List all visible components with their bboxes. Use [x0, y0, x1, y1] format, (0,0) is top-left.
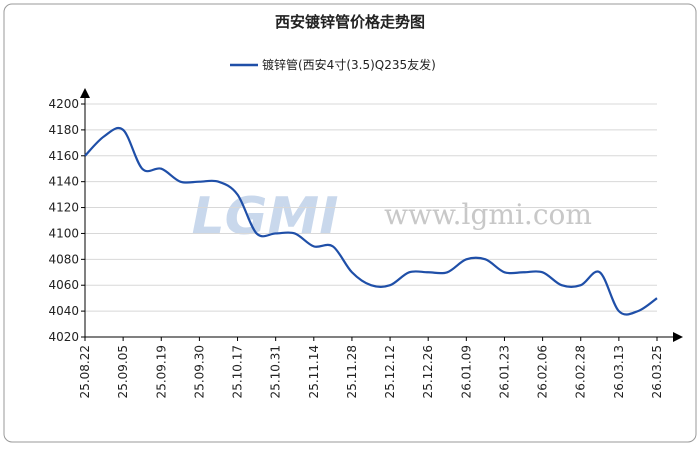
x-tick-label: 25.12.26	[421, 345, 435, 398]
x-tick-label: 25.10.31	[269, 345, 283, 398]
x-tick-label: 26.03.13	[612, 345, 626, 398]
y-tick-label: 4120	[48, 201, 79, 215]
x-tick-label: 25.11.14	[307, 345, 321, 398]
y-tick-label: 4180	[48, 123, 79, 137]
y-tick-label: 4040	[48, 304, 79, 318]
logo: LGMI	[192, 187, 339, 247]
line-series	[84, 126, 658, 316]
x-tick-label: 26.02.06	[536, 345, 550, 398]
y-tick-label: 4140	[48, 175, 79, 189]
x-tick-label: 26.01.09	[459, 345, 473, 398]
chart-title: 西安镀锌管价格走势图	[275, 13, 425, 31]
x-tick-label: 26.03.25	[650, 345, 664, 398]
y-tick-label: 4200	[48, 97, 79, 111]
x-tick-label: 25.10.17	[231, 345, 245, 398]
x-tick-label: 25.08.22	[78, 345, 92, 398]
x-tick-label: 25.09.30	[192, 345, 206, 398]
legend-label: 镀锌管(西安4寸(3.5)Q235友发)	[262, 57, 436, 72]
y-tick-label: 4160	[48, 149, 79, 163]
frame	[3, 3, 697, 443]
y-tick-label: 4080	[48, 252, 79, 266]
y-axis-arrow	[80, 88, 90, 98]
x-tick-label: 25.12.12	[383, 345, 397, 398]
x-tick-label: 26.02.28	[574, 345, 588, 398]
x-tick-label: 26.01.23	[497, 345, 511, 398]
x-tick-label: 25.11.28	[345, 345, 359, 398]
y-tick-label: 4100	[48, 226, 79, 240]
y-tick-label: 4020	[48, 330, 79, 344]
x-tick-label: 25.09.05	[116, 345, 130, 398]
x-tick-label: 25.09.19	[154, 345, 168, 398]
watermark: www.lgmi.com	[384, 198, 592, 231]
y-tick-label: 4060	[48, 278, 79, 292]
x-axis-arrow	[673, 332, 683, 342]
